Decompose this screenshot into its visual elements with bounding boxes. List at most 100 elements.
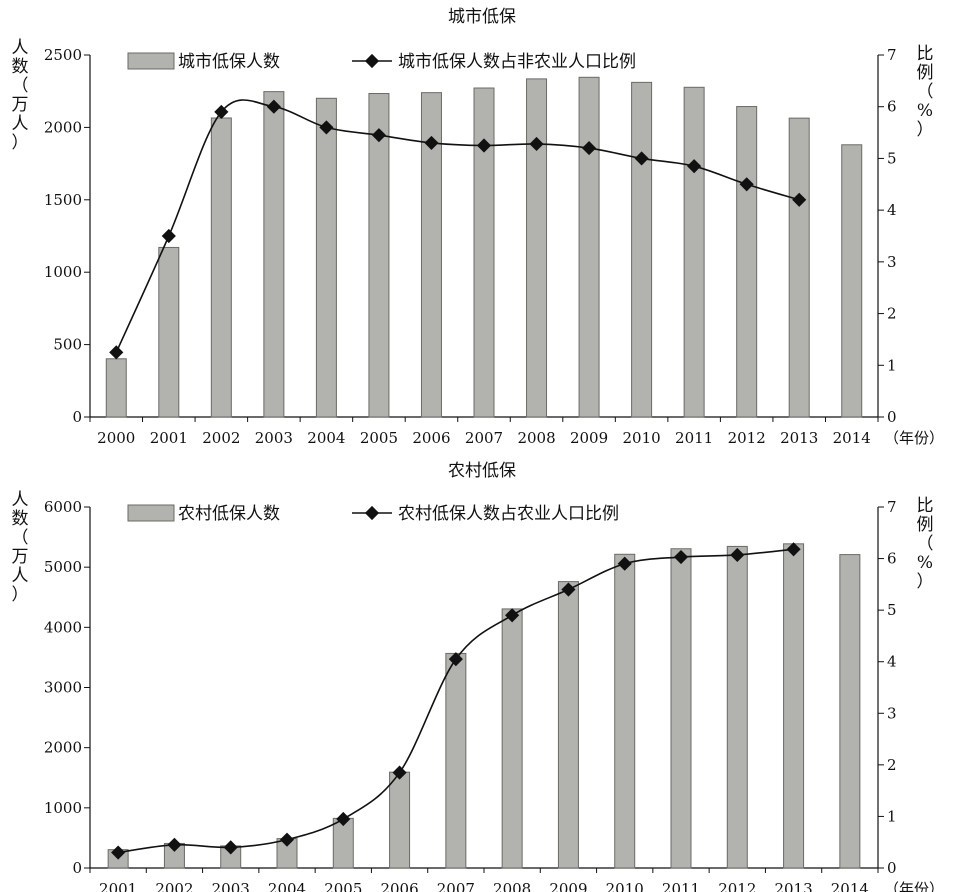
ratio-point: [109, 345, 124, 360]
bar: [683, 86, 705, 418]
y-right-tick-label: 1: [887, 356, 897, 374]
x-tick-label: 2005: [324, 880, 362, 892]
x-tick-label: 2007: [437, 880, 475, 892]
x-tick-label: 2004: [307, 429, 345, 447]
y-left-label-char: 数: [12, 509, 29, 529]
y-left-label-char: （: [12, 76, 29, 96]
y-right-tick-label: 1: [887, 807, 897, 825]
x-tick-label: 2000: [97, 429, 135, 447]
y-right-tick-label: 2: [887, 305, 897, 323]
x-tick-label: 2003: [212, 880, 250, 892]
ratio-point: [424, 135, 439, 150]
bar: [158, 246, 180, 418]
bar: [788, 117, 810, 418]
ratio-point: [792, 192, 807, 207]
bar: [841, 144, 863, 418]
bar: [578, 76, 600, 418]
bar: [631, 81, 653, 418]
y-left-tick-label: 6000: [44, 498, 82, 516]
y-left-tick-label: 2000: [44, 118, 82, 136]
y-right-label-char: ）: [917, 572, 934, 592]
y-left-label-char: 万: [12, 547, 29, 567]
ratio-point: [392, 765, 407, 780]
x-tick-label: 2012: [718, 880, 756, 892]
y-left-label-char: ）: [12, 133, 29, 153]
y-right-tick-label: 4: [887, 201, 897, 219]
ratio-point: [673, 549, 689, 565]
legend-line-marker: [364, 53, 380, 69]
ratio-point: [529, 136, 544, 152]
ratio-point: [561, 582, 576, 597]
bar: [263, 91, 285, 418]
y-right-label-char: ）: [917, 120, 934, 140]
ratio-point: [476, 138, 492, 153]
x-tick-label: 2010: [623, 429, 661, 447]
ratio-point: [167, 837, 182, 852]
bar: [501, 608, 523, 869]
y-right-label-char: %: [917, 101, 933, 121]
y-right-tick-label: 3: [887, 253, 897, 271]
y-right-tick-label: 4: [887, 653, 897, 671]
legend-bar-label: 农村低保人数: [178, 504, 280, 524]
y-left-label-char: 人: [12, 114, 29, 134]
x-tick-label: 2006: [412, 429, 450, 447]
y-right-tick-label: 7: [887, 498, 897, 516]
y-left-label-char: 万: [12, 95, 29, 115]
y-left-tick-label: 1000: [44, 263, 82, 281]
bar: [368, 93, 390, 418]
x-tick-label: 2012: [728, 429, 766, 447]
x-tick-label: 2010: [606, 880, 644, 892]
y-left-tick-label: 2500: [44, 46, 82, 64]
y-left-tick-label: 1500: [44, 191, 82, 209]
ratio-point: [739, 177, 754, 192]
x-tick-label: 2005: [360, 429, 398, 447]
x-tick-label: 2011: [675, 429, 713, 447]
bar: [420, 92, 442, 418]
chart-rural: 农村低保 0 1000 2000 3000 4000 5000 6000 0 1 2 3 4 5 6 7 20…: [12, 461, 945, 892]
y-left-tick-label: 4000: [44, 618, 82, 636]
bar: [783, 543, 805, 869]
y-right-tick-label: 0: [887, 859, 897, 877]
bar: [526, 78, 548, 418]
y-left-tick-label: 0: [72, 859, 82, 877]
x-tick-label: 2013: [774, 880, 812, 892]
legend-line-label: 城市低保人数占非农业人口比例: [398, 52, 636, 72]
ratio-point: [336, 811, 351, 827]
y-left-label-char: ）: [12, 585, 29, 605]
x-tick-label: 2011: [662, 880, 700, 892]
chart-title-urban: 城市低保: [448, 7, 516, 27]
y-left-tick-label: 0: [72, 408, 82, 426]
ratio-point: [319, 120, 334, 135]
x-tick-label: 2002: [155, 880, 193, 892]
legend-line-marker: [364, 505, 380, 521]
bar: [315, 97, 337, 418]
y-left-tick-label: 500: [53, 336, 82, 354]
legend-bar-label: 城市低保人数: [178, 52, 280, 72]
x-tick-label: 2008: [493, 880, 531, 892]
y-left-tick-label: 1000: [44, 799, 82, 817]
y-right-label-char: 比: [917, 44, 934, 64]
x-tick-label: 2008: [517, 429, 555, 447]
chart-title-rural: 农村低保: [448, 461, 516, 481]
y-right-tick-label: 6: [887, 550, 897, 568]
x-tick-label: 2007: [465, 429, 503, 447]
ratio-point: [448, 652, 463, 667]
x-axis-unit: （年份）: [884, 880, 944, 892]
x-tick-label: 2013: [780, 429, 818, 447]
y-right-label-char: 例: [917, 515, 934, 535]
bar: [473, 87, 495, 418]
ratio-point: [371, 128, 387, 143]
bar: [839, 554, 861, 869]
x-tick-label: 2004: [268, 880, 306, 892]
x-tick-label: 2006: [380, 880, 418, 892]
ratio-point: [617, 556, 632, 571]
y-left-tick-label: 5000: [44, 558, 82, 576]
x-tick-label: 2001: [150, 429, 188, 447]
y-right-tick-label: 0: [887, 408, 897, 426]
ratio-point: [687, 159, 702, 174]
bar: [389, 771, 411, 869]
y-left-label-char: （: [12, 528, 29, 548]
bar: [210, 117, 232, 418]
bar: [736, 106, 758, 418]
x-tick-label: 2009: [570, 429, 608, 447]
